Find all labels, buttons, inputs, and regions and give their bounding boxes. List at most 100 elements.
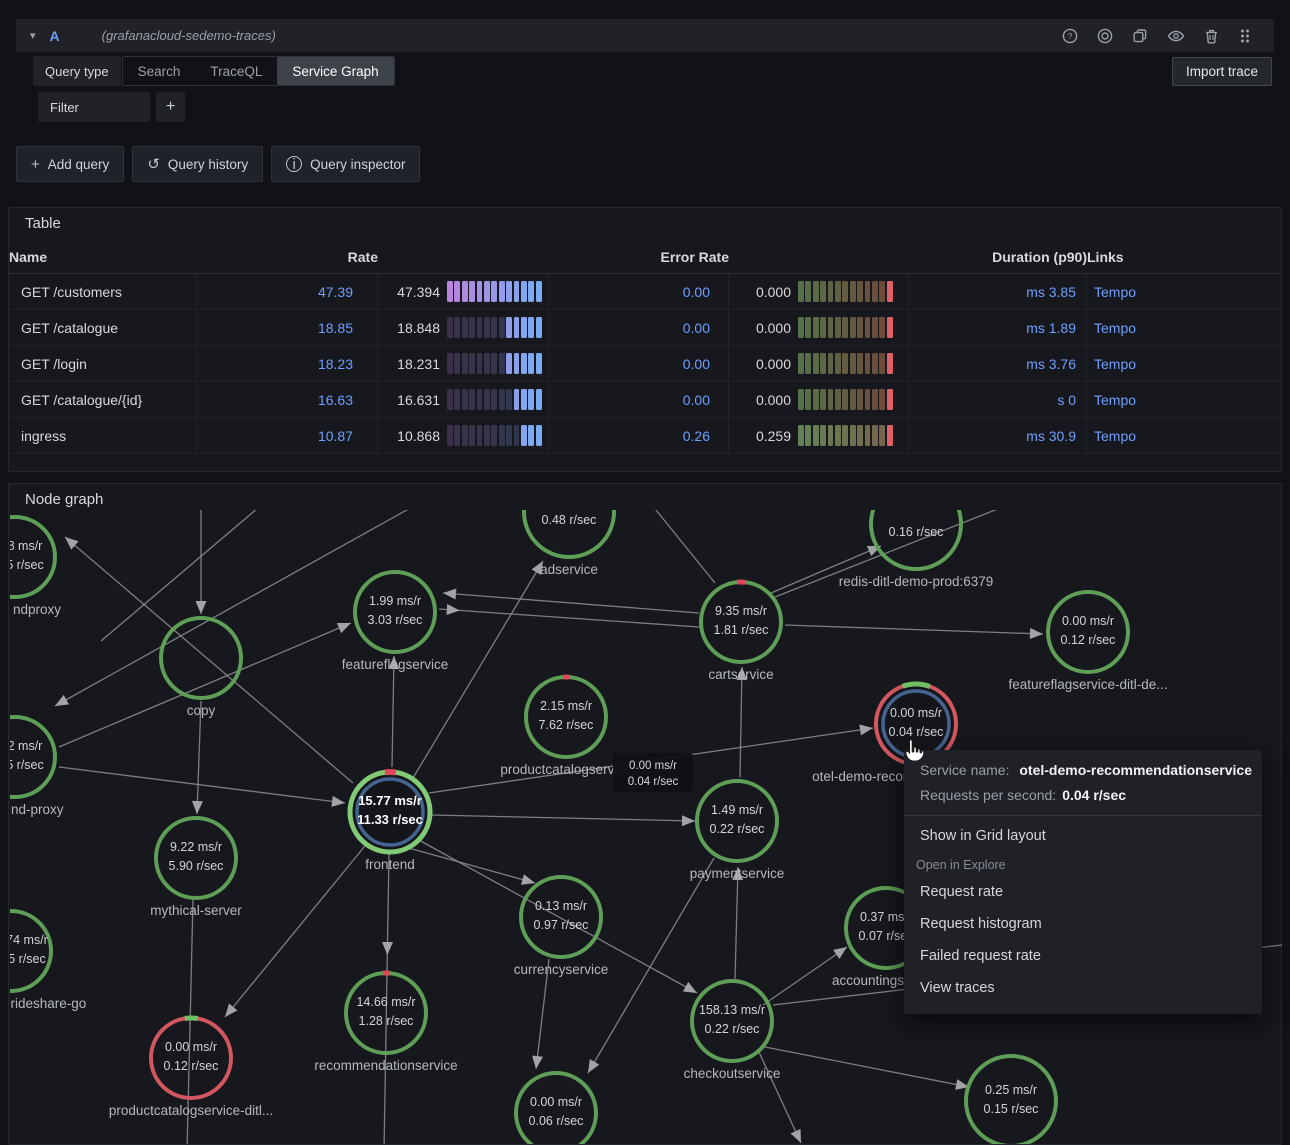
- svg-text:2.15 ms/r: 2.15 ms/r: [540, 699, 592, 713]
- error-lcd-gauge: [798, 281, 893, 302]
- table-row: GET /customers 47.39 47.394 0.00 0.000 ms 3.8…: [9, 274, 1281, 310]
- table-row: GET /login 18.23 18.231 0.00 0.000 ms 3.76 Tem…: [9, 346, 1281, 382]
- disable-query-icon[interactable]: [1097, 28, 1113, 44]
- edge-arrowhead-icon: [443, 588, 457, 600]
- graph-edge: [757, 1049, 802, 1144]
- table-header: Name Rate Error Rate Duration (p90) Link…: [9, 243, 1281, 274]
- duplicate-query-icon[interactable]: [1132, 28, 1148, 44]
- edge-arrowhead-icon: [225, 1003, 238, 1017]
- graph-node-checkoutservice[interactable]: 158.13 ms/r 0.22 r/sec checkoutservice: [684, 979, 781, 1081]
- table-row: ingress 10.87 10.868 0.26 0.259 ms 30.9 Tempo: [9, 418, 1281, 454]
- edge-arrowhead-icon: [732, 867, 744, 881]
- query-type-label: Query type: [33, 56, 121, 86]
- cell-error-rate: 0.00: [549, 310, 729, 345]
- node-graph-canvas[interactable]: 8 ms/r 5 r/sec ndproxy copy 0.48 r/sec adserv…: [10, 510, 1282, 1144]
- svg-text:0.00 ms/r: 0.00 ms/r: [890, 706, 942, 720]
- graph-node-cartservice[interactable]: 9.35 ms/r 1.81 r/sec cartservice: [698, 579, 784, 682]
- edge-arrowhead-icon: [1029, 628, 1043, 640]
- graph-node-mythical-server[interactable]: 9.22 ms/r 5.90 r/sec mythical-server: [150, 816, 242, 918]
- graph-node-redis-ditl-demo-prod:6379[interactable]: 0.16 r/sec redis-ditl-demo-prod:6379: [839, 510, 994, 589]
- cell-name: ingress: [9, 418, 197, 453]
- col-header-rate[interactable]: Rate: [347, 249, 378, 265]
- edge-arrowhead-icon: [955, 1079, 969, 1090]
- graph-node-featureflagservice[interactable]: 1.99 ms/r 3.03 r/sec featureflagservice: [342, 570, 449, 672]
- graph-edge: [383, 853, 390, 1144]
- svg-text:3.03 r/sec: 3.03 r/sec: [368, 613, 423, 627]
- graph-node-currencyservice[interactable]: 0.13 ms/r 0.97 r/sec currencyservice: [514, 875, 609, 977]
- requests-per-second-value: 0.04 r/sec: [1062, 787, 1127, 803]
- edge-arrowhead-icon: [833, 947, 847, 959]
- col-header-links[interactable]: Links: [1087, 249, 1124, 265]
- help-icon[interactable]: ?: [1062, 28, 1078, 44]
- cell-tempo-link[interactable]: Tempo: [1094, 283, 1137, 300]
- graph-node-productcatalogservice-ditl[interactable]: 0.00 ms/r 0.12 r/sec productcatalogservice…: [109, 1015, 273, 1118]
- cell-tempo-link[interactable]: Tempo: [1094, 355, 1137, 372]
- query-type-tab-traceql[interactable]: TraceQL: [210, 63, 263, 79]
- cell-tempo-link[interactable]: Tempo: [1094, 427, 1137, 444]
- graph-node-bottom-right-service[interactable]: 0.25 ms/r 0.15 r/sec: [964, 1054, 1058, 1144]
- graph-edge: [404, 846, 536, 884]
- datasource-name: (grafanacloud-sedemo-traces): [101, 28, 276, 43]
- table-panel-title[interactable]: Table: [25, 215, 61, 232]
- graph-node-bottom-service[interactable]: 0.00 ms/r 0.06 r/sec: [514, 1071, 598, 1144]
- add-filter-button[interactable]: +: [156, 92, 185, 122]
- remove-query-trash-icon[interactable]: [1204, 28, 1219, 44]
- menu-item-view-traces[interactable]: View traces: [920, 980, 995, 996]
- graph-node-copy[interactable]: copy: [159, 616, 243, 718]
- graph-node-frontendproxy[interactable]: 8 ms/r 5 r/sec ndproxy: [10, 515, 61, 617]
- graph-node-recommendationservice[interactable]: 14.66 ms/r 1.28 r/sec recommendationservic…: [314, 970, 458, 1073]
- svg-text:0.97 r/sec: 0.97 r/sec: [534, 918, 589, 932]
- graph-node-productcatalogservice[interactable]: 2.15 ms/r 7.62 r/sec productcatalogservice: [500, 674, 632, 777]
- cell-error-gauge: 0.000: [729, 346, 909, 381]
- col-header-duration[interactable]: Duration (p90): [992, 249, 1087, 265]
- add-query-button[interactable]: + Add query: [16, 146, 125, 182]
- node-label: copy: [187, 703, 216, 718]
- edge-arrowhead-icon: [388, 656, 400, 670]
- graph-edge: [774, 510, 997, 598]
- cell-tempo-link[interactable]: Tempo: [1094, 319, 1137, 336]
- graph-edge: [100, 510, 257, 642]
- menu-item-show-in-grid-layout[interactable]: Show in Grid layout: [920, 828, 1046, 844]
- menu-item-request-rate[interactable]: Request rate: [920, 884, 1004, 900]
- query-type-tab-search[interactable]: Search: [137, 63, 181, 79]
- col-header-error-rate[interactable]: Error Rate: [660, 249, 729, 265]
- graph-node-frontend-proxy[interactable]: 2 ms/r 5 r/sec nd-proxy: [10, 714, 64, 817]
- svg-text:?: ?: [1068, 31, 1073, 41]
- query-type-tab-service-graph[interactable]: Service Graph: [277, 57, 394, 85]
- node-label: redis-ditl-demo-prod:6379: [839, 574, 994, 589]
- graph-node-frontend[interactable]: 15.77 ms/r 11.33 r/sec frontend: [347, 769, 433, 872]
- graph-edge: [764, 1046, 970, 1088]
- menu-item-request-histogram[interactable]: Request histogram: [920, 916, 1042, 932]
- svg-text:0.12 r/sec: 0.12 r/sec: [1061, 633, 1116, 647]
- svg-text:5 r/sec: 5 r/sec: [10, 952, 46, 966]
- graph-edge: [587, 857, 715, 1074]
- query-history-button[interactable]: ↺ Query history: [132, 146, 264, 182]
- svg-text:0.16 r/sec: 0.16 r/sec: [889, 525, 944, 539]
- graph-node-rideshare-go[interactable]: 74 ms/r 5 r/sec -rideshare-go: [10, 909, 86, 1011]
- cell-rate-gauge: 10.868: [378, 418, 549, 453]
- query-inspector-button[interactable]: i Query inspector: [271, 146, 421, 182]
- drag-handle-icon[interactable]: [1238, 28, 1252, 44]
- import-trace-button[interactable]: Import trace: [1172, 57, 1273, 86]
- graph-edge: [655, 510, 716, 584]
- node-graph-panel-title[interactable]: Node graph: [25, 491, 104, 508]
- collapse-chevron-icon[interactable]: ▾: [30, 30, 36, 42]
- graph-edge: [442, 592, 700, 614]
- query-row-header: ▾ A (grafanacloud-sedemo-traces) ?: [16, 19, 1274, 52]
- col-header-name[interactable]: Name: [9, 249, 48, 265]
- graph-node-adservice[interactable]: 0.48 r/sec adservice: [522, 510, 616, 577]
- graph-node-paymentservice[interactable]: 1.49 ms/r 0.22 r/sec paymentservice: [690, 779, 785, 881]
- svg-text:0.15 r/sec: 0.15 r/sec: [984, 1102, 1039, 1116]
- edge-arrowhead-icon: [55, 694, 70, 706]
- cell-error-rate: 0.00: [549, 274, 729, 309]
- hide-response-eye-icon[interactable]: [1167, 28, 1185, 44]
- svg-text:0.06 r/sec: 0.06 r/sec: [529, 1114, 584, 1128]
- graph-edge: [412, 560, 544, 779]
- cell-error-gauge: 0.000: [729, 274, 909, 309]
- svg-text:0.22 r/sec: 0.22 r/sec: [710, 822, 765, 836]
- node-context-menu: Service name: otel-demo-recommendationse…: [904, 750, 1262, 1014]
- menu-item-failed-request-rate[interactable]: Failed request rate: [920, 948, 1041, 964]
- cell-tempo-link[interactable]: Tempo: [1094, 391, 1137, 408]
- edge-arrowhead-icon: [531, 561, 543, 575]
- graph-node-featureflagservice-ditl[interactable]: 0.00 ms/r 0.12 r/sec featureflagservice-di…: [1008, 590, 1168, 692]
